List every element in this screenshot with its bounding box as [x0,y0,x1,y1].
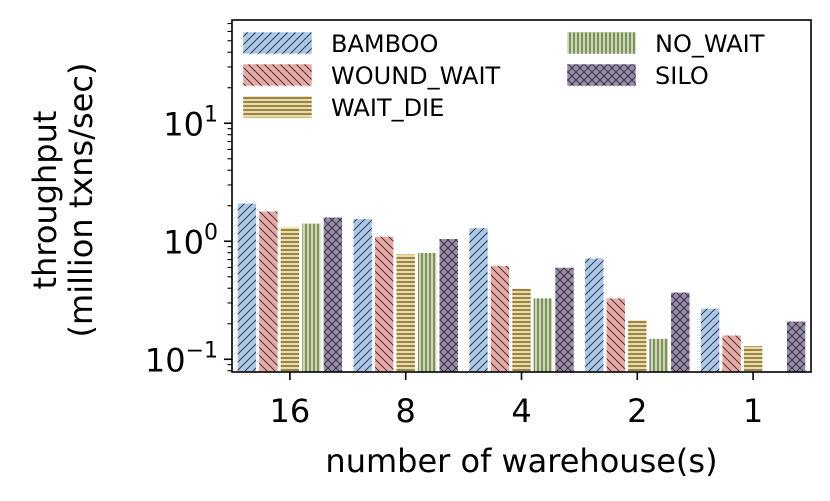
legend: BAMBOO WOUND_WAIT WAIT_DIE NO_WAIT SILO [242,30,765,122]
legend-label-wound-wait: WOUND_WAIT [331,62,501,90]
x-tick-label: 8 [396,392,416,430]
legend-swatch-silo [566,63,637,87]
bar-no-wait-8 [417,252,438,373]
x-tick-label: 1 [743,392,763,430]
bars-group [237,202,806,373]
legend-label-no-wait: NO_WAIT [655,30,765,58]
bar-silo-8 [438,238,459,373]
bar-bamboo-16 [237,202,257,373]
legend-label-bamboo: BAMBOO [331,30,438,58]
bar-silo-2 [670,291,691,373]
bar-wait-die-8 [395,253,416,373]
x-tick-label: 16 [270,392,311,430]
y-axis-label-line1: throughput [26,111,64,290]
bar-silo-1 [786,320,806,373]
legend-swatch-bamboo [242,31,313,55]
y-tick-label: 100 [163,220,218,261]
bar-wait-die-4 [511,287,532,373]
bar-no-wait-16 [301,222,322,373]
bar-wound-wait-2 [605,297,626,373]
bar-wait-die-16 [280,226,300,373]
legend-swatch-no-wait [566,31,637,55]
x-tick-label: 4 [511,392,531,430]
bar-no-wait-2 [648,338,669,373]
bar-wound-wait-1 [721,334,742,373]
x-axis-label: number of warehouse(s) [325,442,717,480]
legend-label-wait-die: WAIT_DIE [331,94,444,122]
bar-wait-die-1 [743,345,763,373]
legend-swatch-wound-wait [242,63,313,87]
bar-wound-wait-4 [490,265,510,373]
y-axis-label-line2: (million txns/sec) [62,63,100,338]
bar-wound-wait-16 [258,210,279,373]
bar-bamboo-1 [700,308,720,373]
bar-bamboo-2 [584,257,605,373]
bar-wound-wait-8 [374,236,395,373]
y-tick-label: 10−1 [145,338,218,379]
bar-silo-16 [323,216,343,373]
bar-bamboo-8 [352,218,373,373]
bar-silo-4 [554,267,575,373]
bar-no-wait-4 [533,297,553,373]
legend-swatch-wait-die [242,95,313,119]
y-tick-label: 101 [163,102,218,143]
axis-ticks: 16 8 4 2 1 10−1 100 101 [145,22,763,430]
bar-wait-die-2 [627,319,648,373]
legend-label-silo: SILO [655,62,709,90]
x-tick-label: 2 [627,392,647,430]
bar-bamboo-4 [468,227,489,373]
